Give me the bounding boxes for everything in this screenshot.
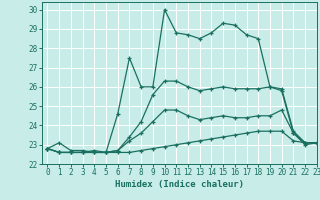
X-axis label: Humidex (Indice chaleur): Humidex (Indice chaleur) [115,180,244,189]
